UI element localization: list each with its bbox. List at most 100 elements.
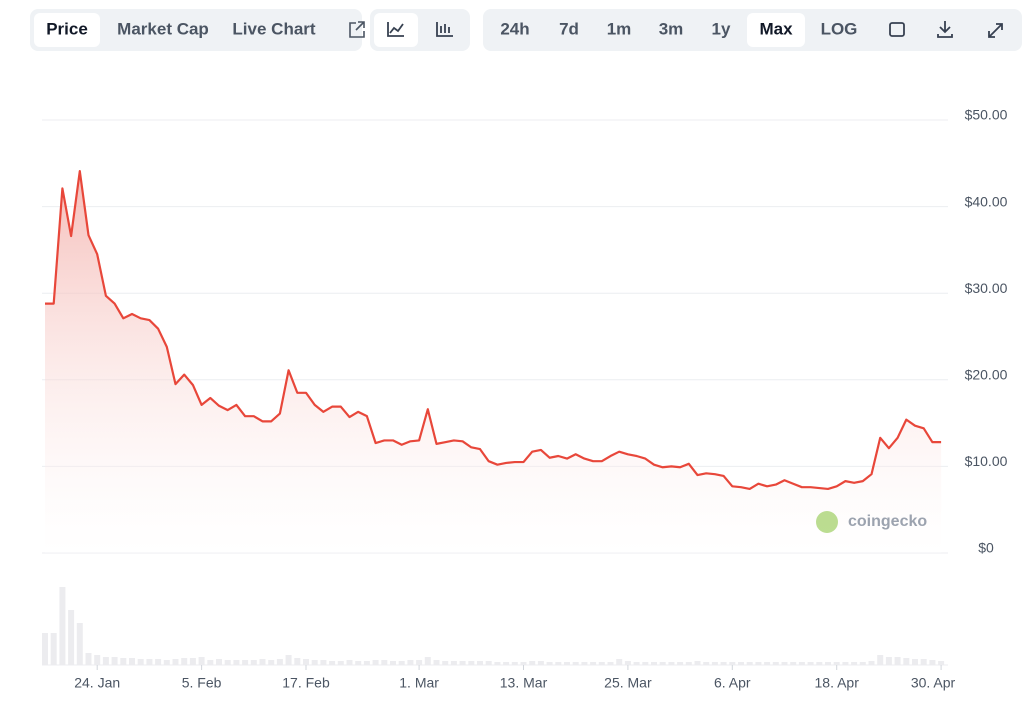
volume-bar bbox=[216, 659, 222, 665]
volume-bar bbox=[720, 662, 727, 665]
download-icon[interactable] bbox=[937, 21, 953, 38]
volume-bar bbox=[859, 662, 866, 665]
volume-bar bbox=[833, 662, 840, 665]
range-button[interactable]: 24h bbox=[500, 19, 529, 38]
volume-bar bbox=[651, 662, 657, 665]
volume-bar bbox=[303, 659, 309, 665]
volume-bar bbox=[877, 655, 884, 665]
volume-bar bbox=[564, 662, 570, 665]
volume-bar bbox=[198, 657, 205, 665]
volume-bar bbox=[259, 659, 266, 665]
volume-bar bbox=[94, 655, 101, 665]
volume-bar bbox=[242, 660, 249, 665]
x-tick-label: 13. Mar bbox=[500, 675, 548, 691]
volume-bar bbox=[346, 660, 353, 665]
line-icon[interactable] bbox=[387, 22, 404, 37]
volume-bar bbox=[807, 662, 814, 665]
volume-bar bbox=[616, 659, 623, 665]
volume-bar bbox=[320, 660, 327, 665]
volume-bar bbox=[85, 653, 92, 665]
tab[interactable]: Market Cap bbox=[117, 19, 209, 38]
active-range bbox=[747, 13, 805, 47]
y-tick-label: $30.00 bbox=[965, 280, 1008, 296]
volume-bar bbox=[781, 662, 788, 665]
x-tick-label: 30. Apr bbox=[911, 675, 956, 691]
volume-bar bbox=[120, 658, 127, 665]
volume-bar bbox=[224, 660, 231, 665]
volume-bar bbox=[485, 661, 492, 665]
volume-bar bbox=[685, 662, 692, 665]
volume-bar bbox=[816, 662, 823, 665]
volume-bar bbox=[755, 662, 762, 665]
price-line bbox=[45, 169, 942, 491]
volume-bar bbox=[372, 660, 379, 665]
volume-bar bbox=[381, 660, 388, 665]
candle-icon[interactable] bbox=[436, 22, 453, 37]
volume-bar bbox=[711, 662, 718, 665]
price-area bbox=[45, 171, 942, 553]
active-tab bbox=[34, 13, 100, 47]
x-tick-label: 6. Apr bbox=[714, 675, 751, 691]
volume-bar bbox=[102, 657, 109, 665]
tab-group bbox=[30, 9, 362, 51]
range-button[interactable]: Max bbox=[759, 19, 793, 38]
volume-bar bbox=[537, 661, 544, 665]
volume-bar bbox=[424, 657, 431, 665]
y-tick-label: $40.00 bbox=[965, 193, 1008, 209]
range-button[interactable]: 1y bbox=[712, 19, 731, 38]
volume-bar bbox=[276, 659, 283, 665]
volume-bar bbox=[668, 662, 675, 665]
volume-bar bbox=[111, 657, 118, 665]
volume-bar bbox=[468, 661, 475, 665]
x-tick-label: 17. Feb bbox=[282, 675, 330, 691]
volume-bar bbox=[920, 659, 927, 665]
volume-bar bbox=[842, 662, 849, 665]
volume-bar bbox=[59, 587, 66, 665]
volume-bar bbox=[503, 662, 510, 665]
volume-bar bbox=[407, 660, 414, 665]
volume-bar bbox=[912, 659, 918, 665]
volume-bar bbox=[529, 661, 536, 665]
volume-bar bbox=[590, 662, 597, 665]
volume-bar bbox=[363, 661, 370, 665]
range-button[interactable]: 3m bbox=[659, 19, 684, 38]
y-tick-label: $0 bbox=[978, 540, 994, 556]
volume-bar bbox=[155, 659, 162, 665]
volume-bar bbox=[607, 662, 614, 665]
x-tick-label: 24. Jan bbox=[74, 675, 120, 691]
volume-bar bbox=[894, 657, 901, 665]
volume-bar bbox=[442, 661, 449, 665]
x-tick-label: 18. Apr bbox=[815, 675, 860, 691]
volume-bar bbox=[285, 655, 292, 665]
range-button[interactable]: LOG bbox=[821, 19, 858, 38]
volume-bar bbox=[642, 662, 649, 665]
expand-icon[interactable] bbox=[988, 23, 1003, 38]
tab[interactable]: Live Chart bbox=[232, 19, 315, 38]
volume-bar bbox=[311, 660, 318, 665]
volume-bar bbox=[868, 661, 875, 665]
volume-bar bbox=[520, 662, 527, 665]
volume-bar bbox=[885, 657, 892, 665]
volume-bar bbox=[677, 662, 684, 665]
tab[interactable]: Price bbox=[46, 19, 88, 38]
volume-bar bbox=[450, 661, 457, 665]
volume-bar bbox=[694, 661, 701, 665]
volume-bar bbox=[764, 662, 771, 665]
volume-bar bbox=[572, 662, 579, 665]
volume-bar bbox=[50, 633, 57, 665]
volume-bar bbox=[598, 662, 605, 665]
range-button[interactable]: 1m bbox=[607, 19, 632, 38]
volume-bar bbox=[703, 662, 710, 665]
calendar-icon[interactable] bbox=[889, 22, 905, 37]
y-tick-label: $50.00 bbox=[965, 107, 1008, 123]
volume-bar bbox=[477, 661, 483, 665]
volume-bar bbox=[929, 660, 936, 665]
x-tick-label: 25. Mar bbox=[604, 675, 652, 691]
volume-bar bbox=[555, 662, 562, 665]
range-button[interactable]: 7d bbox=[559, 19, 579, 38]
y-tick-label: $20.00 bbox=[965, 367, 1008, 383]
volume-bar bbox=[772, 662, 779, 665]
volume-bar bbox=[790, 662, 797, 665]
